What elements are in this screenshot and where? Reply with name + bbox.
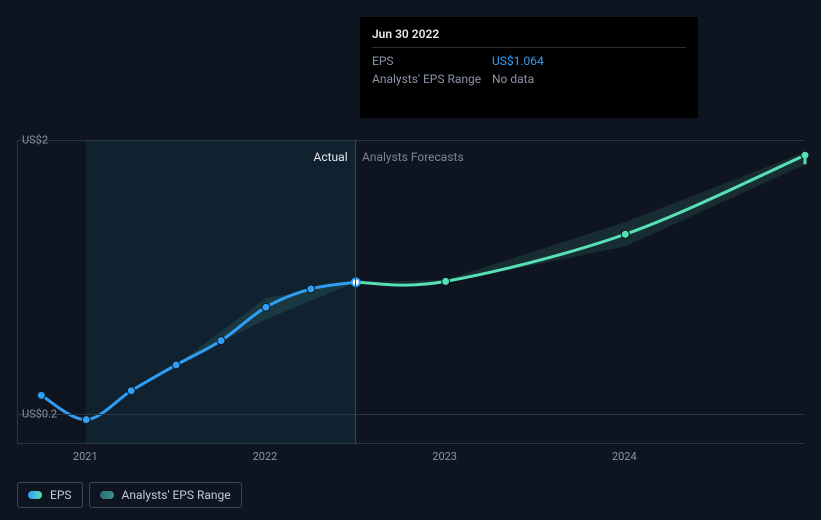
tooltip-value: US$1.064 bbox=[492, 54, 544, 68]
tooltip-key: Analysts' EPS Range bbox=[372, 72, 492, 86]
legend-label: EPS bbox=[50, 488, 72, 502]
plot-area[interactable] bbox=[17, 140, 804, 444]
gridline bbox=[18, 414, 804, 415]
region-label-forecast: Analysts Forecasts bbox=[362, 150, 464, 164]
y-axis-label: US$2 bbox=[22, 134, 48, 147]
chart-tooltip: Jun 30 2022 EPS US$1.064 Analysts' EPS R… bbox=[360, 17, 698, 118]
chart-svg bbox=[18, 140, 805, 444]
tooltip-key: EPS bbox=[372, 54, 492, 68]
x-axis-label: 2024 bbox=[612, 450, 637, 463]
x-axis-label: 2023 bbox=[432, 450, 457, 463]
legend: EPS Analysts' EPS Range bbox=[17, 482, 242, 508]
actual-forecast-divider bbox=[355, 140, 356, 444]
x-axis-label: 2021 bbox=[73, 450, 98, 463]
y-axis-label: US$0.2 bbox=[22, 407, 57, 420]
x-axis-label: 2022 bbox=[253, 450, 278, 463]
region-label-actual: Actual bbox=[314, 150, 348, 164]
legend-item-range[interactable]: Analysts' EPS Range bbox=[89, 482, 242, 508]
tooltip-row-range: Analysts' EPS Range No data bbox=[372, 72, 686, 86]
legend-swatch-icon bbox=[100, 491, 114, 499]
tooltip-row-eps: EPS US$1.064 bbox=[372, 54, 686, 68]
legend-item-eps[interactable]: EPS bbox=[17, 482, 83, 508]
tooltip-value: No data bbox=[492, 72, 534, 86]
legend-swatch-icon bbox=[28, 491, 42, 499]
legend-label: Analysts' EPS Range bbox=[122, 488, 231, 502]
gridline bbox=[18, 140, 804, 141]
tooltip-title: Jun 30 2022 bbox=[372, 27, 686, 48]
